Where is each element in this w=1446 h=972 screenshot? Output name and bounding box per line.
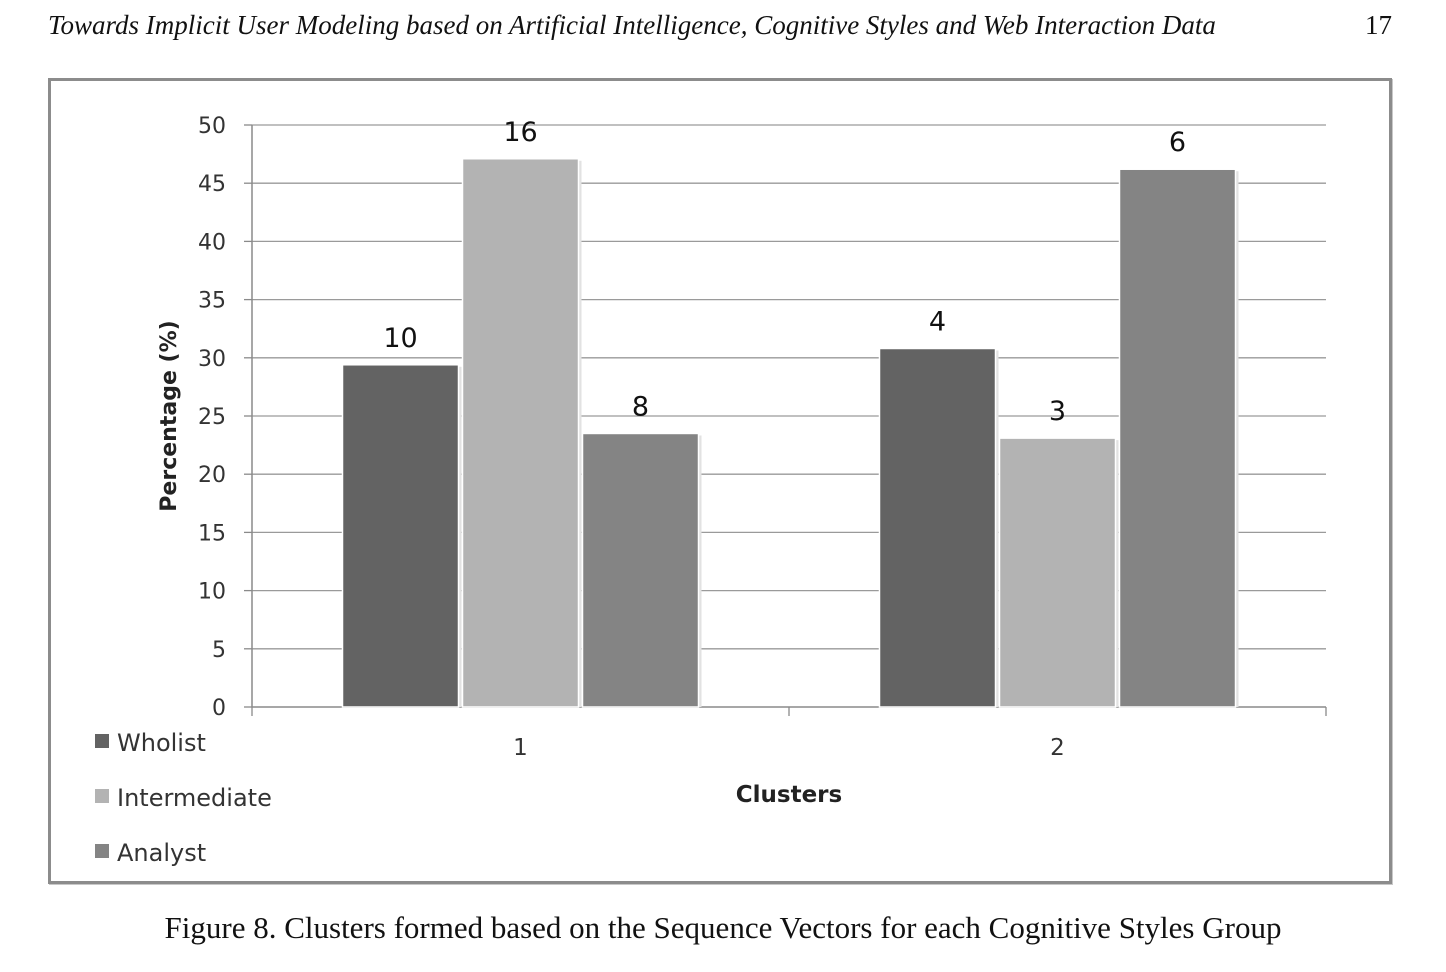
legend-label-wholist: Wholist (117, 729, 206, 757)
y-tick-label: 25 (198, 405, 226, 430)
y-tick-label: 15 (198, 521, 226, 546)
legend-swatch-intermediate (95, 789, 109, 803)
legend-label-intermediate: Intermediate (117, 784, 272, 812)
data-labels: 10 16 8 4 3 6 (383, 117, 1186, 427)
y-axis-title: Percentage (%) (157, 320, 182, 511)
bar-wholist-cluster-1 (341, 364, 460, 708)
bar-data-label: 3 (1049, 396, 1066, 427)
bar-intermediate-cluster-2 (998, 437, 1117, 708)
y-tick-label: 5 (212, 638, 226, 663)
bar-wholist-cluster-2 (878, 347, 997, 708)
bar-data-label: 8 (632, 391, 649, 422)
y-tick-label: 35 (198, 289, 226, 314)
x-tick-label: 2 (1050, 735, 1065, 761)
bars (341, 158, 1239, 708)
y-tick-label: 0 (212, 696, 226, 721)
x-axis-title: Clusters (736, 782, 842, 808)
axes: 0 5 10 15 20 25 30 35 40 45 50 1 2 (198, 114, 1327, 761)
bar-data-label: 10 (383, 323, 417, 354)
y-tick-label: 45 (198, 172, 226, 197)
bar-analyst-cluster-2 (1118, 168, 1237, 708)
legend-label-analyst: Analyst (117, 839, 206, 867)
bar-analyst-cluster-1 (581, 432, 700, 708)
y-tick-label: 30 (198, 347, 226, 372)
bar-intermediate-cluster-1 (461, 158, 580, 708)
legend-swatch-analyst (95, 844, 109, 858)
page-number: 17 (1365, 10, 1392, 40)
legend: Wholist Intermediate Analyst (95, 729, 272, 867)
running-header: Towards Implicit User Modeling based on … (48, 10, 1392, 44)
legend-swatch-wholist (95, 734, 109, 748)
x-tick-label: 1 (513, 735, 528, 761)
y-tick-label: 20 (198, 463, 226, 488)
bar-data-label: 4 (929, 306, 946, 337)
bar-data-label: 16 (503, 117, 537, 148)
y-tick-label: 50 (198, 114, 226, 139)
bar-data-label: 6 (1169, 127, 1186, 158)
figure-caption: Figure 8. Clusters formed based on the S… (164, 910, 1282, 945)
running-title: Towards Implicit User Modeling based on … (48, 10, 1216, 40)
y-tick-label: 40 (198, 230, 226, 255)
y-tick-label: 10 (198, 580, 226, 605)
